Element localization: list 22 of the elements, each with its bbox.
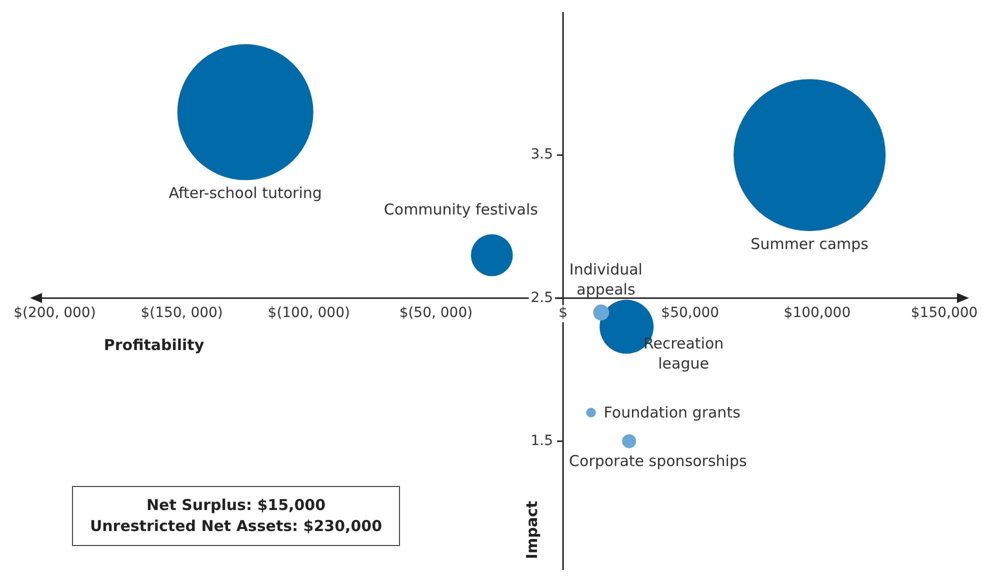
series-label: After-school tutoring bbox=[168, 184, 322, 202]
y-tick-label: 1.5 bbox=[530, 432, 554, 449]
x-tick-label: $(100, 000) bbox=[268, 304, 350, 321]
annotation: Net Surplus: $15,000 bbox=[145, 495, 327, 516]
y-tick-label: 2.5 bbox=[530, 290, 554, 306]
series-label: Foundation grants bbox=[604, 404, 741, 422]
text: Community festivals bbox=[384, 200, 538, 218]
x-tick-label: $50,000 bbox=[661, 304, 720, 321]
x-axis-title: Profitability bbox=[104, 336, 204, 354]
x-tick-label: $100,000 bbox=[784, 304, 851, 321]
x-tick-label: $150,000 bbox=[910, 304, 978, 321]
series-label: Recreation league bbox=[643, 334, 724, 373]
y-tick-label: 3.5 bbox=[530, 146, 554, 163]
y-axis-title: Impact bbox=[523, 500, 542, 560]
x-tick-label: $ bbox=[558, 304, 568, 321]
x-tick-label: $(150, 000) bbox=[140, 304, 223, 321]
series-label: Corporate sponsorships bbox=[569, 452, 747, 470]
series-label: Summer camps bbox=[750, 235, 869, 254]
x-tick-label: $(50, 000) bbox=[399, 304, 473, 321]
annotation: Unrestricted Net Assets: $230,000 bbox=[88, 516, 384, 537]
series-label: Individual appeals bbox=[569, 260, 642, 298]
x-tick-label: $(200, 000) bbox=[14, 304, 96, 321]
